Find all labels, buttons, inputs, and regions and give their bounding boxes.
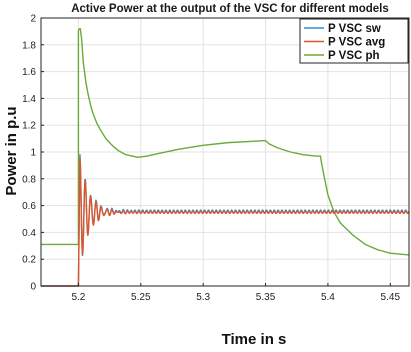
x-tick-label: 5.4 [321, 292, 335, 303]
y-tick-label: 0.4 [22, 228, 36, 239]
series-line-p-vsc-avg [41, 156, 410, 287]
x-tick-label: 5.35 [256, 292, 276, 303]
series-line-p-vsc-ph [41, 28, 410, 256]
x-tick-label: 5.45 [381, 292, 401, 303]
y-tick-label: 1.4 [22, 94, 36, 105]
y-tick-label: 0 [30, 282, 36, 293]
axis-ticks: 0 0.2 0.4 0.6 0.8 1 1.2 1.4 1.6 1.8 2 5.2 5.25 5.3 5.3… [22, 14, 400, 304]
x-tick-label: 5.2 [71, 292, 85, 303]
y-tick-label: 1.6 [22, 67, 36, 78]
plot-lines [41, 28, 410, 287]
legend-label-p-vsc-sw: P VSC sw [328, 23, 381, 35]
legend-label-p-vsc-avg: P VSC avg [328, 37, 385, 49]
y-tick-label: 0.6 [22, 201, 36, 212]
y-axis-label: Power in p.u [3, 106, 20, 195]
y-tick-label: 1 [30, 148, 36, 159]
legend-label-p-vsc-ph: P VSC ph [328, 50, 380, 62]
x-tick-label: 5.25 [131, 292, 151, 303]
y-tick-label: 1.2 [22, 121, 36, 132]
y-tick-label: 2 [30, 14, 36, 25]
x-axis-label: Time in s [222, 331, 287, 348]
chart-title: Active Power at the output of the VSC fo… [71, 3, 389, 15]
x-tick-label: 5.3 [196, 292, 210, 303]
y-tick-label: 0.8 [22, 174, 36, 185]
y-tick-label: 1.8 [22, 40, 36, 51]
y-tick-label: 0.2 [22, 255, 36, 266]
